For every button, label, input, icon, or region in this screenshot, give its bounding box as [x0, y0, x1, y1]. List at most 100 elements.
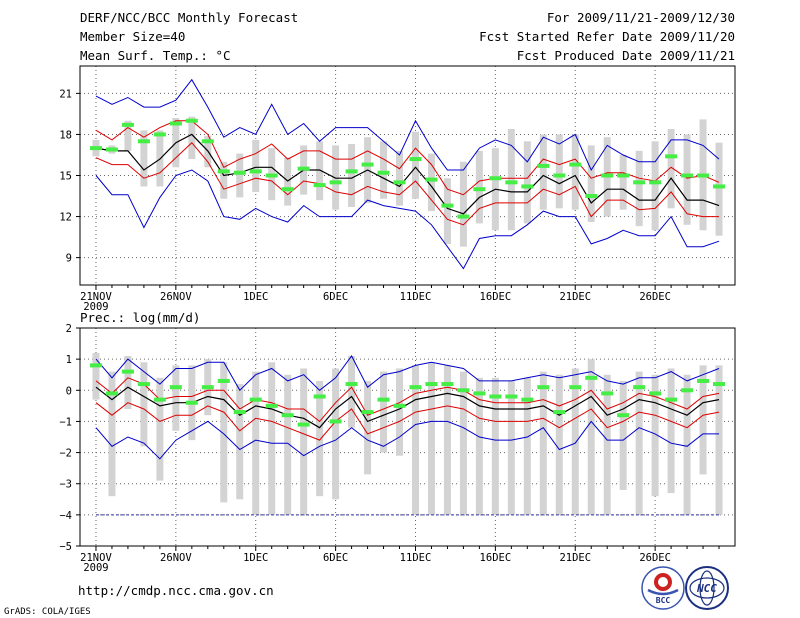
temp-observed-marker: [409, 157, 422, 162]
temp-observed-marker: [313, 183, 326, 188]
prec-observed-marker: [441, 382, 454, 387]
prec-ytick-label: −2: [59, 448, 72, 460]
precip-variable-label: Prec.: log(mm/d): [80, 310, 200, 325]
prec-min-line: [95, 420, 719, 460]
temp-ytick-label: 21: [59, 88, 72, 100]
prec-ensemble-bar: [172, 365, 180, 431]
prec-ensemble-bar: [252, 371, 260, 515]
temp-observed-marker: [713, 184, 726, 189]
temp-xtick-label: 21NOV: [80, 291, 112, 303]
prec-observed-marker: [537, 385, 550, 390]
temp-observed-marker: [249, 169, 262, 174]
temp-observed-marker: [169, 121, 182, 126]
temp-min-line: [95, 169, 720, 270]
prec-ensemble-bar: [300, 368, 308, 515]
prec-observed-marker: [713, 382, 726, 387]
temp-ytick-label: 12: [59, 212, 72, 224]
temp-observed-marker: [361, 162, 374, 167]
temp-ensemble-bar: [348, 144, 356, 207]
temp-observed-marker: [201, 139, 214, 144]
prec-observed-marker: [217, 378, 230, 383]
bcc-logo-sun-core: [658, 577, 668, 587]
prec-observed-marker: [329, 419, 342, 424]
prec-xtick-label: 21NOV: [80, 552, 112, 564]
temp-ensemble-bar: [715, 142, 723, 236]
prec-ensemble-bar: [364, 380, 372, 475]
prec-ensemble-bar: [699, 365, 707, 475]
prec-observed-marker: [409, 385, 422, 390]
prec-observed-marker: [265, 403, 278, 408]
temp-ensemble-bar: [635, 150, 643, 227]
temp-xtick-label: 6DEC: [323, 291, 348, 303]
temp-observed-marker: [681, 173, 694, 178]
temp-observed-marker: [585, 194, 598, 199]
prec-observed-marker: [473, 391, 486, 396]
temp-observed-marker: [329, 180, 342, 185]
prec-ensemble-bar: [459, 371, 467, 515]
temp-ytick-label: 18: [59, 129, 72, 141]
temp-observed-marker: [665, 154, 678, 159]
temperature-panel: 9 12 15 18 21 21NOV 26NOV 1DEC 6DEC 11DEC 16DEC 21D…: [59, 65, 736, 313]
temp-xtick-label: 26DEC: [639, 291, 671, 303]
prec-ensemble-bar: [236, 384, 244, 500]
forecast-produced-date: Fcst Produced Date 2009/11/21: [517, 48, 735, 63]
prec-observed-marker: [505, 394, 518, 399]
temp-lower-spread-line: [95, 141, 719, 226]
prec-observed-marker: [633, 385, 646, 390]
temp-ytick-label: 9: [66, 253, 72, 265]
ncc-logo-orbit: [689, 577, 725, 599]
temp-ensemble-bar: [683, 134, 691, 225]
temp-observed-marker: [537, 163, 550, 168]
temp-observed-marker: [393, 180, 406, 185]
temp-observed-marker: [89, 146, 102, 151]
temp-observed-marker: [297, 166, 310, 171]
prec-ensemble-bar: [92, 352, 100, 400]
temp-observed-marker: [233, 170, 246, 175]
prec-xtick-label: 11DEC: [400, 552, 432, 564]
temp-observed-marker: [377, 170, 390, 175]
prec-xtick-label: 26NOV: [160, 552, 192, 564]
temp-observed-marker: [185, 118, 198, 123]
temp-observed-marker: [505, 180, 518, 185]
source-url[interactable]: http://cmdp.ncc.cma.gov.cn: [78, 583, 274, 598]
prec-observed-marker: [233, 410, 246, 415]
prec-ytick-label: 0: [66, 385, 72, 397]
prec-ensemble-bar: [683, 374, 691, 515]
prec-ensemble-bar: [635, 371, 643, 515]
prec-ytick-label: −3: [59, 479, 72, 491]
temp-observed-marker: [345, 169, 358, 174]
prec-ensemble-bar: [555, 374, 563, 515]
prec-ensemble-bar: [539, 371, 547, 515]
temp-year-label: 2009: [83, 301, 108, 313]
prec-observed-marker: [361, 410, 374, 415]
prec-observed-marker: [457, 388, 470, 393]
prec-observed-marker: [201, 385, 214, 390]
bcc-logo: BCC: [641, 566, 685, 610]
prec-observed-marker: [121, 369, 134, 374]
temp-upper-spread-line: [95, 120, 720, 196]
temp-ensemble-bar: [396, 150, 404, 206]
temp-ensemble-bar: [220, 161, 228, 199]
prec-ensemble-bar: [443, 365, 451, 515]
temp-ensemble-bar: [475, 150, 483, 224]
prec-observed-marker: [601, 391, 614, 396]
prec-ensemble-bar: [332, 368, 340, 500]
temp-ensemble-bar: [539, 134, 547, 210]
temp-observed-marker: [569, 162, 582, 167]
ncc-logo-ring: [685, 566, 729, 610]
temp-observed-marker: [521, 184, 534, 189]
chart-title: DERF/NCC/BCC Monthly Forecast: [80, 10, 298, 25]
prec-xtick-label: 26DEC: [639, 552, 671, 564]
prec-ensemble-bar: [156, 377, 164, 481]
prec-observed-marker: [521, 397, 534, 402]
temp-observed-marker: [153, 132, 166, 137]
prec-observed-marker: [345, 382, 358, 387]
prec-xtick-label: 1DEC: [243, 552, 268, 564]
prec-ensemble-bar: [507, 380, 515, 515]
temp-ensemble-bar: [188, 116, 196, 160]
temp-observed-marker: [617, 173, 630, 178]
prec-ensemble-bar: [380, 371, 388, 453]
bcc-logo-wave: [647, 588, 679, 596]
temp-ensemble-bar: [651, 141, 659, 231]
